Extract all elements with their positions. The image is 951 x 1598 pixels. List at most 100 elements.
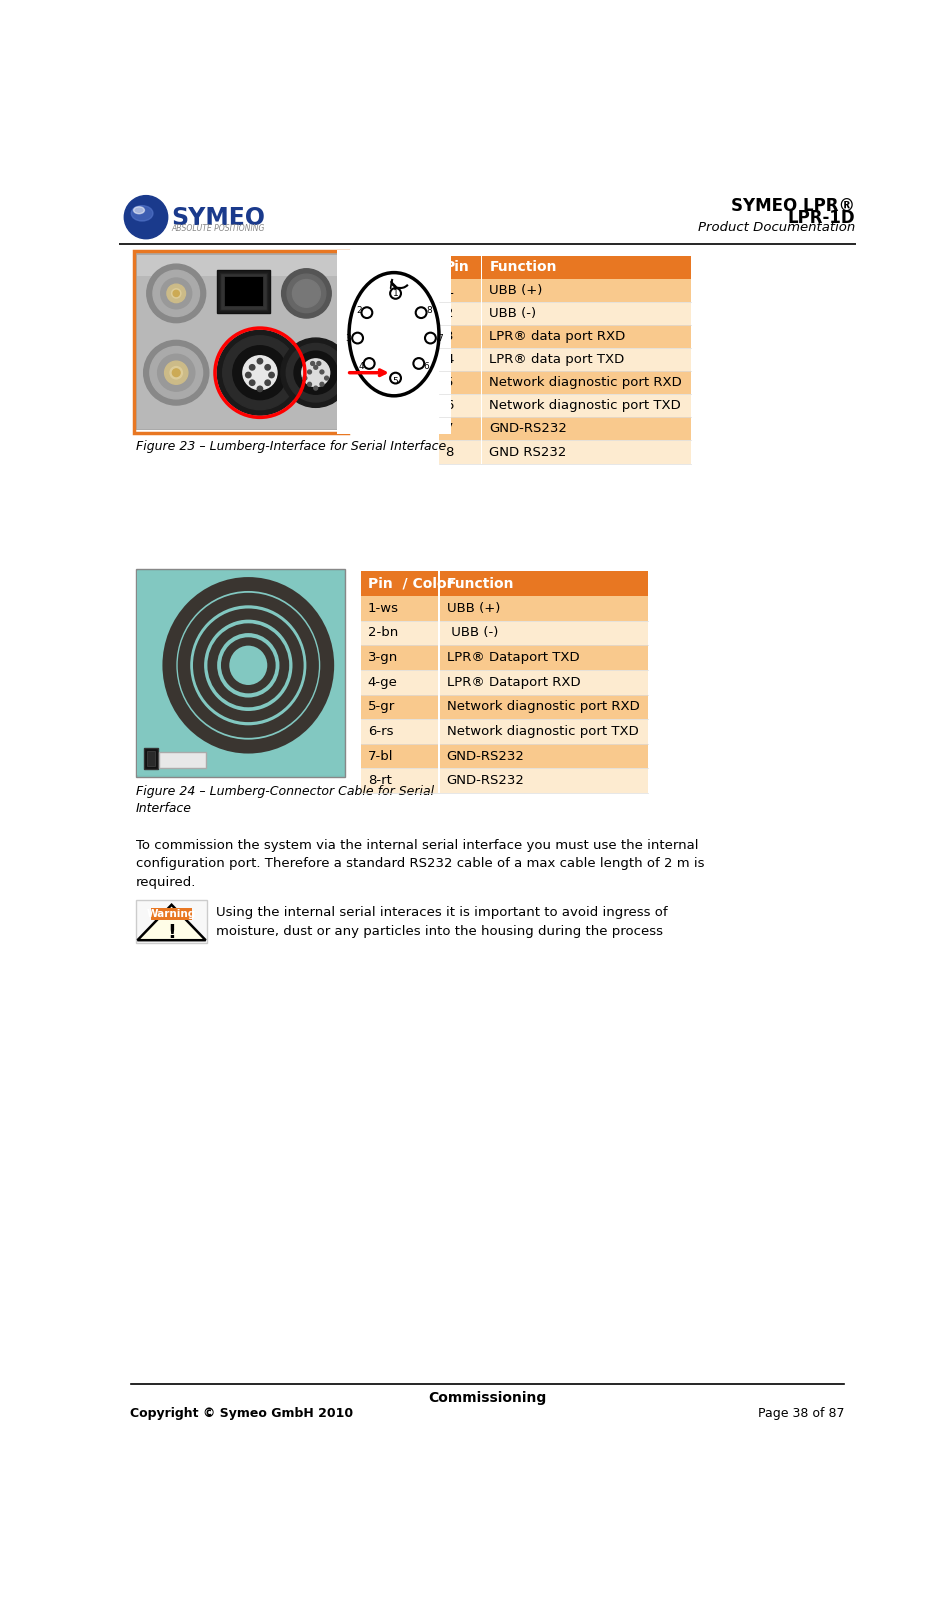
Bar: [439, 719, 649, 743]
Circle shape: [324, 376, 328, 380]
Text: To commission the system via the internal serial interface you must use the inte: To commission the system via the interna…: [136, 839, 705, 888]
Text: 8-rt: 8-rt: [368, 775, 392, 788]
Text: 1-ws: 1-ws: [368, 602, 398, 615]
Circle shape: [249, 380, 255, 385]
Bar: [481, 302, 690, 324]
Bar: [481, 441, 482, 463]
Bar: [481, 302, 482, 324]
Bar: [361, 670, 439, 695]
Text: LPR® data port TXD: LPR® data port TXD: [490, 353, 625, 366]
Bar: [439, 278, 481, 302]
Text: 4: 4: [445, 353, 454, 366]
Text: Using the internal serial interaces it is important to avoid ingress of
moisture: Using the internal serial interaces it i…: [216, 906, 668, 938]
Circle shape: [314, 387, 318, 390]
Text: Warning: Warning: [147, 909, 196, 919]
Text: GND RS232: GND RS232: [490, 446, 567, 459]
Bar: [481, 278, 482, 302]
Circle shape: [425, 332, 436, 344]
Ellipse shape: [131, 206, 153, 221]
Bar: [439, 256, 481, 278]
Text: 8: 8: [426, 307, 432, 315]
Bar: [133, 251, 347, 433]
Bar: [438, 743, 439, 769]
Circle shape: [245, 372, 251, 377]
Circle shape: [307, 382, 312, 387]
Circle shape: [257, 387, 262, 392]
Text: GND-RS232: GND-RS232: [447, 775, 525, 788]
Circle shape: [416, 307, 427, 318]
Text: Network diagnostic port RXD: Network diagnostic port RXD: [447, 700, 639, 713]
Circle shape: [352, 332, 363, 344]
Bar: [481, 256, 690, 278]
Bar: [361, 572, 439, 596]
Text: SYMEO: SYMEO: [171, 206, 265, 230]
Bar: [221, 273, 267, 310]
Circle shape: [125, 195, 167, 238]
Text: 6: 6: [445, 400, 454, 412]
Bar: [481, 256, 482, 278]
Ellipse shape: [133, 206, 145, 214]
Bar: [481, 324, 482, 348]
Circle shape: [269, 372, 274, 377]
Text: 8: 8: [445, 446, 454, 459]
Text: LPR® Dataport RXD: LPR® Dataport RXD: [447, 676, 580, 689]
Text: 5: 5: [445, 376, 454, 390]
Circle shape: [265, 364, 270, 371]
Circle shape: [294, 352, 338, 395]
Text: 2: 2: [445, 307, 454, 320]
Text: UBB (-): UBB (-): [447, 626, 498, 639]
Text: 3: 3: [445, 331, 454, 344]
Circle shape: [243, 356, 277, 390]
Text: Function: Function: [447, 577, 514, 591]
Text: LPR-1D: LPR-1D: [787, 209, 855, 227]
Text: SYMEO LPR®: SYMEO LPR®: [731, 197, 855, 214]
Bar: [438, 695, 439, 719]
Circle shape: [165, 361, 188, 384]
Circle shape: [307, 371, 312, 374]
Text: 1: 1: [445, 284, 454, 297]
Bar: [361, 743, 439, 769]
Bar: [361, 769, 439, 793]
Bar: [438, 670, 439, 695]
Bar: [136, 900, 207, 943]
Bar: [159, 753, 205, 767]
Circle shape: [361, 307, 372, 318]
Text: !: !: [167, 924, 176, 941]
Circle shape: [233, 345, 287, 400]
Bar: [481, 371, 482, 395]
Circle shape: [172, 369, 180, 377]
Circle shape: [281, 268, 331, 318]
Bar: [438, 620, 439, 646]
Bar: [438, 769, 439, 793]
Text: Figure 23 – Lumberg-Interface for Serial Interface: Figure 23 – Lumberg-Interface for Serial…: [136, 439, 446, 452]
Bar: [481, 324, 690, 348]
Bar: [361, 695, 439, 719]
Text: 4: 4: [359, 361, 364, 371]
Bar: [138, 570, 343, 775]
Circle shape: [314, 366, 318, 369]
Text: UBB (+): UBB (+): [490, 284, 543, 297]
Bar: [217, 270, 270, 313]
Bar: [481, 348, 482, 371]
Text: Function: Function: [490, 260, 557, 275]
Circle shape: [257, 358, 262, 364]
Bar: [481, 417, 482, 441]
Bar: [136, 254, 345, 430]
Circle shape: [301, 360, 330, 387]
Bar: [438, 572, 439, 596]
Circle shape: [223, 336, 297, 409]
Bar: [439, 572, 649, 596]
Bar: [481, 371, 690, 395]
Text: 3-gn: 3-gn: [368, 650, 398, 665]
Circle shape: [281, 339, 351, 407]
Bar: [438, 646, 439, 670]
Text: 1: 1: [393, 289, 398, 299]
Bar: [481, 441, 690, 463]
Circle shape: [144, 340, 209, 404]
Text: 4-ge: 4-ge: [368, 676, 398, 689]
Circle shape: [249, 364, 255, 371]
Bar: [138, 256, 343, 428]
Text: 7-bl: 7-bl: [368, 749, 393, 762]
Bar: [361, 646, 439, 670]
Polygon shape: [138, 904, 205, 940]
